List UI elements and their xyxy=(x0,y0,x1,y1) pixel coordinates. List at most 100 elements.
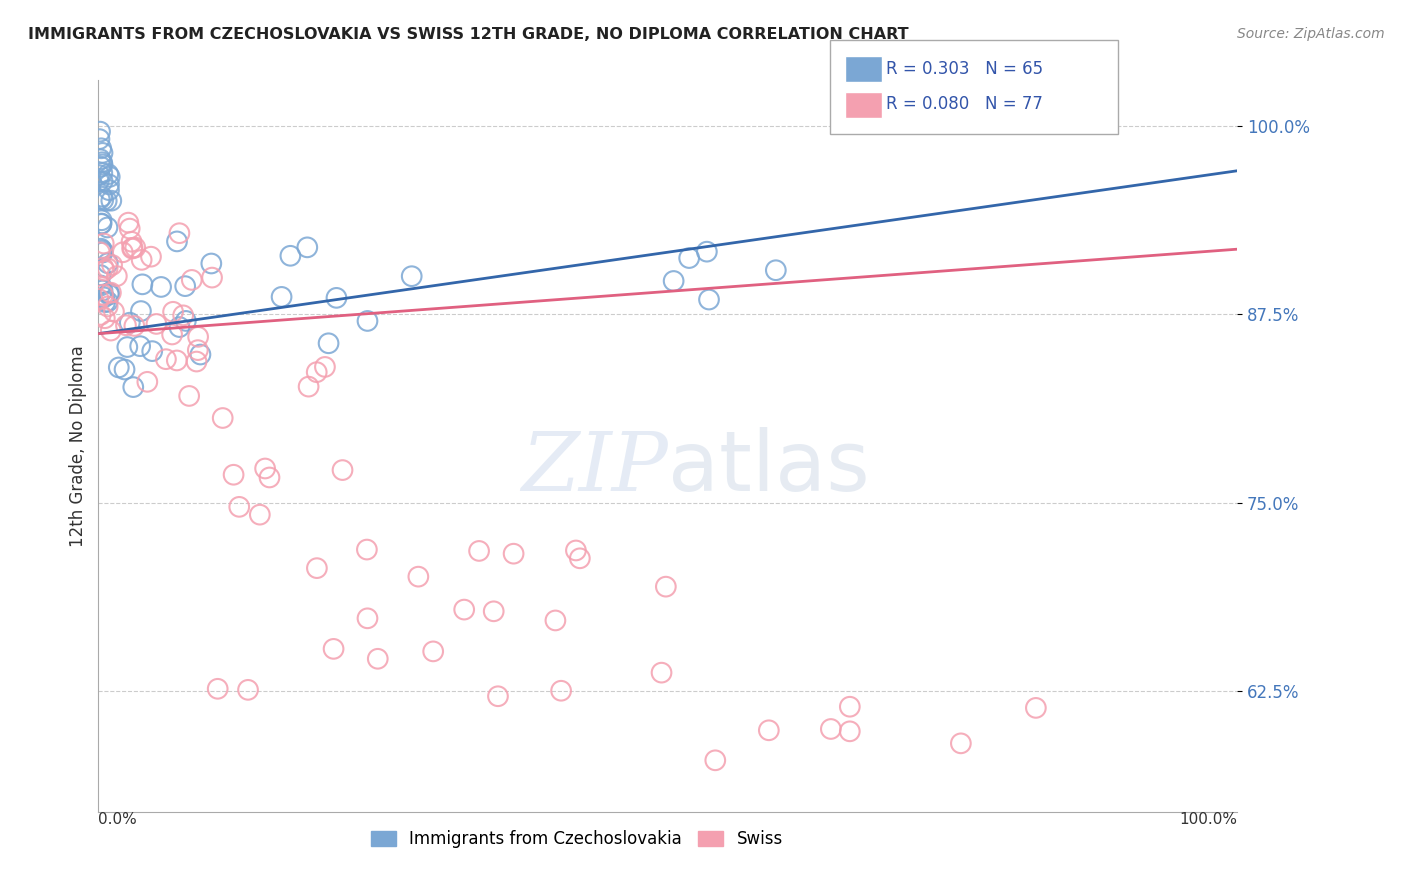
Point xyxy=(401,269,423,284)
Point xyxy=(166,353,188,368)
Point xyxy=(1025,701,1047,715)
Point xyxy=(103,304,125,318)
Point xyxy=(91,193,114,207)
Point xyxy=(90,160,112,174)
Point xyxy=(118,221,141,235)
Point xyxy=(201,270,224,285)
Point xyxy=(228,500,250,514)
Point xyxy=(93,236,115,251)
Point xyxy=(89,153,111,167)
Point xyxy=(207,681,229,696)
Text: IMMIGRANTS FROM CZECHOSLOVAKIA VS SWISS 12TH GRADE, NO DIPLOMA CORRELATION CHART: IMMIGRANTS FROM CZECHOSLOVAKIA VS SWISS … xyxy=(28,27,908,42)
Point xyxy=(174,314,197,328)
Point xyxy=(259,470,281,484)
Point xyxy=(98,183,121,197)
Point xyxy=(91,287,114,301)
Point xyxy=(838,699,860,714)
Point xyxy=(187,343,209,358)
Point xyxy=(91,157,114,171)
Point xyxy=(91,145,114,160)
Point xyxy=(179,389,201,403)
Point xyxy=(94,295,117,310)
Point xyxy=(139,250,162,264)
Point xyxy=(90,268,112,283)
Point xyxy=(97,300,120,314)
Point xyxy=(468,544,491,558)
Point xyxy=(662,274,685,288)
Point xyxy=(91,245,114,260)
Point xyxy=(141,344,163,359)
Point xyxy=(704,753,727,767)
Point xyxy=(105,269,128,284)
Text: R = 0.080   N = 77: R = 0.080 N = 77 xyxy=(886,95,1043,113)
Point xyxy=(98,178,121,192)
Point xyxy=(305,365,328,379)
Point xyxy=(117,340,139,354)
Point xyxy=(453,602,475,616)
Point xyxy=(190,347,212,361)
Point xyxy=(91,155,114,169)
Point xyxy=(162,305,184,319)
Point xyxy=(87,292,110,306)
Point xyxy=(96,194,118,208)
Point xyxy=(297,240,319,254)
Point xyxy=(93,263,115,277)
Point xyxy=(129,339,152,353)
Text: R = 0.303   N = 65: R = 0.303 N = 65 xyxy=(886,60,1043,78)
Point xyxy=(356,611,378,625)
Point xyxy=(117,216,139,230)
Point xyxy=(820,722,842,736)
Point xyxy=(765,263,787,277)
Point xyxy=(131,252,153,267)
Point xyxy=(696,244,718,259)
Point xyxy=(91,284,114,298)
Point xyxy=(89,168,111,182)
Point xyxy=(91,244,114,258)
Text: 100.0%: 100.0% xyxy=(1180,812,1237,827)
Point xyxy=(90,278,112,293)
Point xyxy=(678,251,700,265)
Point xyxy=(97,256,120,270)
Text: ZIP: ZIP xyxy=(522,428,668,508)
Text: Source: ZipAtlas.com: Source: ZipAtlas.com xyxy=(1237,27,1385,41)
Point xyxy=(89,125,111,139)
Point xyxy=(172,309,194,323)
Point xyxy=(91,166,114,180)
Legend: Immigrants from Czechoslovakia, Swiss: Immigrants from Czechoslovakia, Swiss xyxy=(364,823,790,855)
Y-axis label: 12th Grade, No Diploma: 12th Grade, No Diploma xyxy=(69,345,87,547)
Point xyxy=(367,652,389,666)
Point xyxy=(758,723,780,738)
Point xyxy=(111,245,134,260)
Point xyxy=(89,132,111,146)
Point xyxy=(101,258,124,272)
Point xyxy=(90,189,112,203)
Point xyxy=(114,362,136,376)
Point xyxy=(93,290,115,304)
Point xyxy=(121,241,143,255)
Point xyxy=(89,245,111,260)
Point xyxy=(150,280,173,294)
Point xyxy=(565,543,588,558)
Point xyxy=(91,260,114,275)
Point xyxy=(169,320,191,334)
Point xyxy=(222,467,245,482)
Point xyxy=(186,354,208,368)
Point xyxy=(270,290,292,304)
Point xyxy=(356,542,378,557)
Point xyxy=(131,277,153,292)
Point xyxy=(100,194,122,208)
Point xyxy=(91,174,114,188)
Point xyxy=(550,683,572,698)
Point xyxy=(136,375,159,389)
Point xyxy=(280,249,302,263)
Point xyxy=(97,261,120,276)
Point xyxy=(97,294,120,309)
Point xyxy=(90,308,112,322)
Point xyxy=(97,167,120,181)
Point xyxy=(160,327,183,342)
Point xyxy=(90,217,112,231)
Point xyxy=(145,317,167,331)
Point xyxy=(655,580,678,594)
Point xyxy=(118,316,141,330)
Point xyxy=(94,311,117,326)
